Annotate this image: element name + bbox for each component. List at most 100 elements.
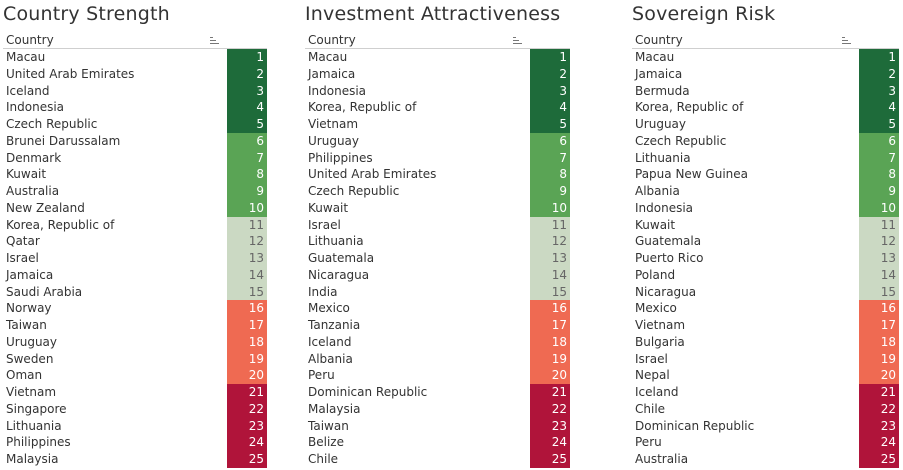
country-name[interactable]: Singapore bbox=[6, 401, 67, 416]
rank-cell[interactable]: 20 bbox=[859, 367, 899, 384]
rank-cell[interactable]: 10 bbox=[859, 199, 899, 217]
rank-cell[interactable]: 25 bbox=[227, 451, 267, 468]
rank-cell[interactable]: 11 bbox=[227, 216, 267, 234]
country-name[interactable]: Malaysia bbox=[6, 452, 59, 466]
table-row[interactable]: Philippines 7 bbox=[305, 149, 570, 167]
rank-cell[interactable]: 16 bbox=[227, 300, 267, 317]
country-name[interactable]: Australia bbox=[6, 184, 60, 198]
country-name[interactable]: Mexico bbox=[635, 301, 677, 316]
table-row[interactable]: Macau 1 bbox=[305, 49, 570, 66]
table-row[interactable]: Guatemala 12 bbox=[632, 233, 899, 250]
country-name[interactable]: Albania bbox=[635, 184, 680, 198]
table-row[interactable]: Peru 24 bbox=[632, 434, 899, 451]
table-row[interactable]: Uruguay 5 bbox=[632, 116, 899, 133]
country-name[interactable]: Bulgaria bbox=[635, 334, 685, 349]
rank-cell[interactable]: 5 bbox=[227, 116, 267, 133]
rank-cell[interactable]: 23 bbox=[530, 417, 570, 435]
rank-cell[interactable]: 22 bbox=[530, 400, 570, 418]
table-row[interactable]: Singapore 22 bbox=[3, 400, 267, 418]
table-row[interactable]: Lithuania 23 bbox=[3, 417, 267, 435]
table-row[interactable]: New Zealand 10 bbox=[3, 199, 267, 217]
rank-cell[interactable]: 4 bbox=[227, 99, 267, 116]
table-row[interactable]: Albania 9 bbox=[632, 183, 899, 200]
country-name[interactable]: Korea, Republic of bbox=[308, 100, 417, 115]
rank-cell[interactable]: 15 bbox=[530, 283, 570, 301]
column-header-country[interactable]: Country bbox=[308, 33, 356, 47]
country-name[interactable]: Lithuania bbox=[6, 418, 62, 433]
rank-cell[interactable]: 5 bbox=[859, 116, 899, 133]
country-name[interactable]: United Arab Emirates bbox=[6, 66, 135, 81]
rank-cell[interactable]: 16 bbox=[859, 300, 899, 317]
table-row[interactable]: Nepal 20 bbox=[632, 367, 899, 384]
rank-cell[interactable]: 24 bbox=[530, 434, 570, 451]
country-name[interactable]: Guatemala bbox=[308, 251, 375, 265]
rank-cell[interactable]: 1 bbox=[530, 49, 570, 66]
rank-cell[interactable]: 20 bbox=[530, 367, 570, 384]
country-name[interactable]: Dominican Republic bbox=[308, 385, 428, 399]
rank-cell[interactable]: 21 bbox=[530, 384, 570, 401]
rank-cell[interactable]: 18 bbox=[530, 333, 570, 351]
rank-cell[interactable]: 16 bbox=[530, 300, 570, 317]
table-row[interactable]: Philippines 24 bbox=[3, 434, 267, 451]
country-name[interactable]: Jamaica bbox=[6, 267, 54, 282]
country-name[interactable]: Papua New Guinea bbox=[635, 167, 749, 182]
country-name[interactable]: Czech Republic bbox=[635, 133, 727, 148]
table-row[interactable]: Korea, Republic of 4 bbox=[632, 99, 899, 116]
rank-cell[interactable]: 10 bbox=[530, 199, 570, 217]
rank-cell[interactable]: 12 bbox=[227, 233, 267, 250]
rank-cell[interactable]: 20 bbox=[227, 367, 267, 384]
rank-cell[interactable]: 19 bbox=[859, 350, 899, 368]
table-row[interactable]: Indonesia 4 bbox=[3, 99, 267, 116]
rank-cell[interactable]: 25 bbox=[530, 451, 570, 468]
rank-cell[interactable]: 11 bbox=[859, 216, 899, 234]
rank-cell[interactable]: 9 bbox=[227, 183, 267, 200]
rank-cell[interactable]: 17 bbox=[530, 317, 570, 334]
rank-cell[interactable]: 3 bbox=[227, 82, 267, 100]
rank-cell[interactable]: 22 bbox=[859, 400, 899, 418]
table-row[interactable]: Israel 13 bbox=[3, 250, 267, 267]
table-row[interactable]: Czech Republic 6 bbox=[632, 132, 899, 150]
rank-cell[interactable]: 19 bbox=[530, 350, 570, 368]
country-name[interactable]: Nicaragua bbox=[308, 267, 370, 282]
table-row[interactable]: Dominican Republic 21 bbox=[305, 384, 570, 401]
country-name[interactable]: Poland bbox=[635, 267, 676, 282]
country-name[interactable]: Sweden bbox=[6, 351, 54, 366]
rank-cell[interactable]: 8 bbox=[227, 166, 267, 183]
country-name[interactable]: Philippines bbox=[6, 435, 71, 450]
rank-cell[interactable]: 12 bbox=[530, 233, 570, 250]
table-row[interactable]: Korea, Republic of 4 bbox=[305, 99, 570, 116]
rank-cell[interactable]: 24 bbox=[859, 434, 899, 451]
country-name[interactable]: Israel bbox=[6, 251, 39, 265]
table-row[interactable]: Australia 9 bbox=[3, 183, 267, 200]
sort-descending-icon[interactable] bbox=[842, 37, 851, 45]
table-row[interactable]: United Arab Emirates 8 bbox=[305, 166, 570, 183]
country-name[interactable]: Iceland bbox=[6, 83, 50, 98]
country-name[interactable]: Kuwait bbox=[635, 217, 676, 232]
country-name[interactable]: Guatemala bbox=[635, 234, 702, 249]
rank-cell[interactable]: 18 bbox=[227, 333, 267, 351]
rank-cell[interactable]: 14 bbox=[227, 266, 267, 284]
table-row[interactable]: Nicaragua 14 bbox=[305, 266, 570, 284]
rank-cell[interactable]: 15 bbox=[227, 283, 267, 301]
table-row[interactable]: Chile 25 bbox=[305, 451, 570, 468]
rank-cell[interactable]: 3 bbox=[530, 82, 570, 100]
country-name[interactable]: Chile bbox=[308, 452, 339, 466]
country-name[interactable]: Australia bbox=[635, 452, 689, 466]
table-row[interactable]: Czech Republic 5 bbox=[3, 116, 267, 133]
country-name[interactable]: Iceland bbox=[308, 334, 352, 349]
country-name[interactable]: Indonesia bbox=[6, 100, 65, 115]
table-row[interactable]: Tanzania 17 bbox=[305, 317, 570, 334]
table-row[interactable]: Malaysia 22 bbox=[305, 400, 570, 418]
country-name[interactable]: Chile bbox=[635, 401, 666, 416]
rank-cell[interactable]: 7 bbox=[530, 149, 570, 167]
country-name[interactable]: Macau bbox=[6, 50, 46, 64]
country-name[interactable]: Belize bbox=[308, 435, 344, 450]
country-name[interactable]: Taiwan bbox=[6, 318, 47, 332]
table-row[interactable]: Mexico 16 bbox=[305, 300, 570, 317]
table-row[interactable]: Jamaica 2 bbox=[632, 65, 899, 83]
table-row[interactable]: Israel 11 bbox=[305, 216, 570, 234]
rank-cell[interactable]: 14 bbox=[530, 266, 570, 284]
country-name[interactable]: Mexico bbox=[308, 301, 350, 316]
table-row[interactable]: Nicaragua 15 bbox=[632, 283, 899, 301]
table-row[interactable]: Oman 20 bbox=[3, 367, 267, 384]
